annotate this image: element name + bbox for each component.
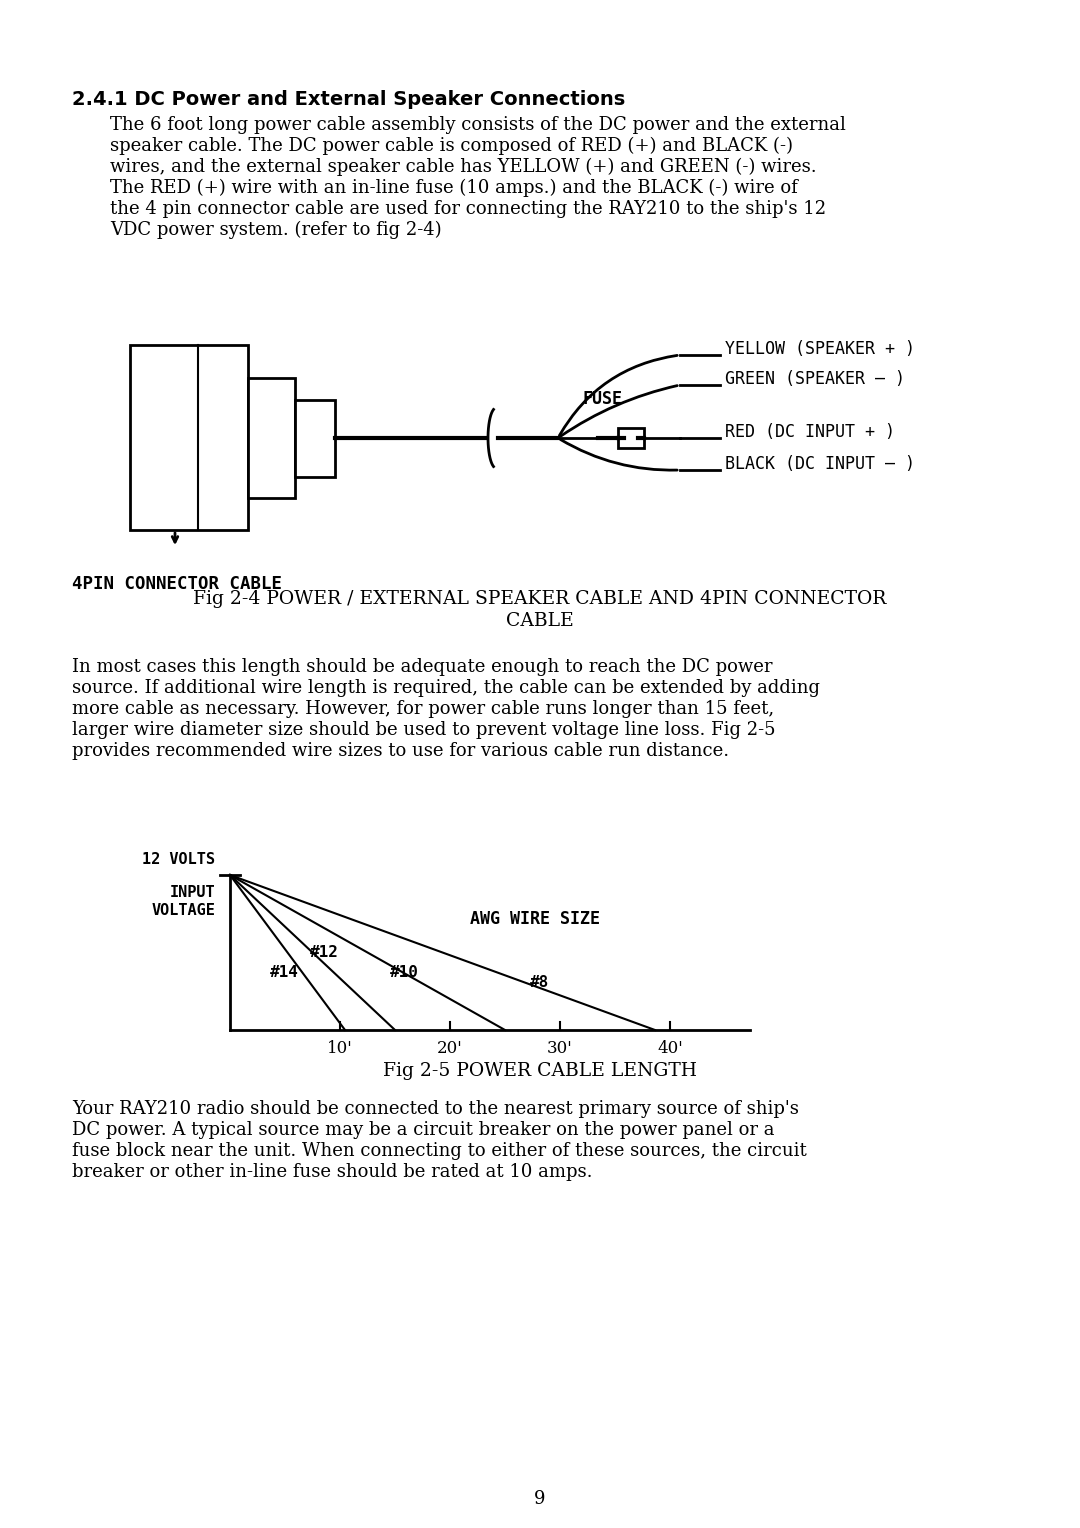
Text: #12: #12 bbox=[310, 944, 339, 960]
Text: 10': 10' bbox=[327, 1041, 353, 1057]
Text: 12 VOLTS: 12 VOLTS bbox=[141, 853, 215, 866]
Text: The 6 foot long power cable assembly consists of the DC power and the external: The 6 foot long power cable assembly con… bbox=[110, 116, 846, 134]
Text: Your RAY210 radio should be connected to the nearest primary source of ship's: Your RAY210 radio should be connected to… bbox=[72, 1100, 799, 1118]
Text: fuse block near the unit. When connecting to either of these sources, the circui: fuse block near the unit. When connectin… bbox=[72, 1141, 807, 1160]
Text: 9: 9 bbox=[535, 1490, 545, 1508]
Text: DC power. A typical source may be a circuit breaker on the power panel or a: DC power. A typical source may be a circ… bbox=[72, 1122, 774, 1138]
Text: #10: #10 bbox=[390, 966, 419, 979]
Text: BLACK (DC INPUT – ): BLACK (DC INPUT – ) bbox=[725, 455, 915, 474]
Bar bbox=[618, 428, 644, 448]
Text: In most cases this length should be adequate enough to reach the DC power: In most cases this length should be adeq… bbox=[72, 659, 772, 675]
Text: INPUT: INPUT bbox=[170, 885, 215, 900]
Text: Fig 2-5 POWER CABLE LENGTH: Fig 2-5 POWER CABLE LENGTH bbox=[383, 1062, 697, 1080]
Text: #14: #14 bbox=[270, 966, 299, 979]
Text: source. If additional wire length is required, the cable can be extended by addi: source. If additional wire length is req… bbox=[72, 678, 820, 697]
Text: #8: #8 bbox=[530, 975, 550, 990]
Text: VOLTAGE: VOLTAGE bbox=[151, 903, 215, 918]
Text: CABLE: CABLE bbox=[507, 613, 573, 630]
Bar bbox=[295, 400, 335, 477]
Text: Fig 2-4 POWER / EXTERNAL SPEAKER CABLE AND 4PIN CONNECTOR: Fig 2-4 POWER / EXTERNAL SPEAKER CABLE A… bbox=[193, 590, 887, 608]
Text: 4PIN CONNECTOR CABLE: 4PIN CONNECTOR CABLE bbox=[72, 575, 282, 593]
Text: YELLOW (SPEAKER + ): YELLOW (SPEAKER + ) bbox=[725, 341, 915, 358]
Text: The RED (+) wire with an in-line fuse (10 amps.) and the BLACK (-) wire of: The RED (+) wire with an in-line fuse (1… bbox=[110, 179, 798, 197]
Text: VDC power system. (refer to fig 2-4): VDC power system. (refer to fig 2-4) bbox=[110, 222, 442, 240]
Bar bbox=[248, 377, 295, 498]
Text: larger wire diameter size should be used to prevent voltage line loss. Fig 2-5: larger wire diameter size should be used… bbox=[72, 721, 775, 740]
Text: 20': 20' bbox=[437, 1041, 463, 1057]
Text: provides recommended wire sizes to use for various cable run distance.: provides recommended wire sizes to use f… bbox=[72, 743, 729, 759]
Text: the 4 pin connector cable are used for connecting the RAY210 to the ship's 12: the 4 pin connector cable are used for c… bbox=[110, 200, 826, 219]
Text: RED (DC INPUT + ): RED (DC INPUT + ) bbox=[725, 423, 895, 442]
Text: FUSE: FUSE bbox=[582, 390, 622, 408]
Text: wires, and the external speaker cable has YELLOW (+) and GREEN (-) wires.: wires, and the external speaker cable ha… bbox=[110, 157, 816, 176]
Text: AWG WIRE SIZE: AWG WIRE SIZE bbox=[470, 911, 600, 927]
Text: 2.4.1 DC Power and External Speaker Connections: 2.4.1 DC Power and External Speaker Conn… bbox=[72, 90, 625, 108]
Text: more cable as necessary. However, for power cable runs longer than 15 feet,: more cable as necessary. However, for po… bbox=[72, 700, 774, 718]
Bar bbox=[130, 345, 248, 530]
Text: 30': 30' bbox=[548, 1041, 572, 1057]
Text: breaker or other in-line fuse should be rated at 10 amps.: breaker or other in-line fuse should be … bbox=[72, 1163, 593, 1181]
Text: GREEN (SPEAKER – ): GREEN (SPEAKER – ) bbox=[725, 370, 905, 388]
Text: speaker cable. The DC power cable is composed of RED (+) and BLACK (-): speaker cable. The DC power cable is com… bbox=[110, 138, 793, 156]
Text: 40': 40' bbox=[657, 1041, 683, 1057]
